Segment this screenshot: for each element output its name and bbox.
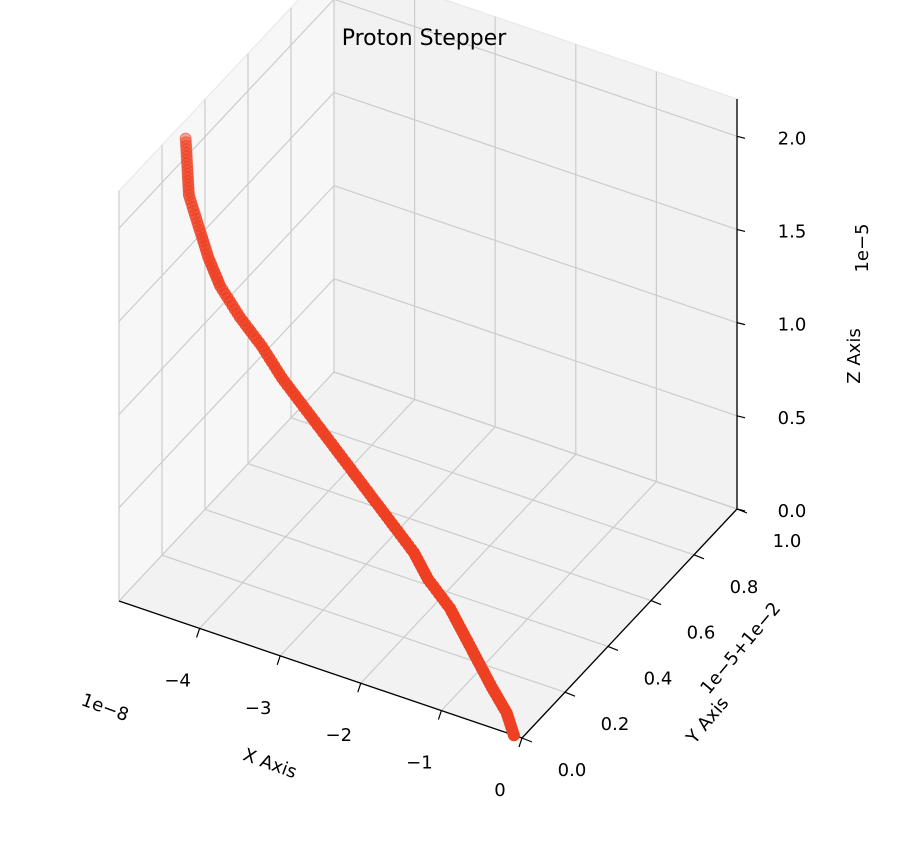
z-gridline — [118, 371, 738, 602]
x-axis-label: X Axis — [240, 744, 299, 783]
x-tick-label: −2 — [326, 725, 353, 746]
x-tick-label: 0 — [494, 780, 505, 801]
y-tick-mark — [607, 645, 619, 651]
x-tick-mark — [437, 710, 442, 720]
y-tick-mark — [521, 737, 533, 743]
z-tick-label: 1.5 — [778, 221, 807, 242]
z-tick-label: 2.0 — [778, 128, 807, 149]
y-tick-label: 0.6 — [687, 623, 716, 644]
x-tick-mark — [276, 655, 281, 665]
x-tick-label: −3 — [245, 698, 272, 719]
x-tick-mark — [357, 683, 362, 693]
y-tick-label: 0.8 — [730, 577, 759, 598]
y-axis-label: Y Axis — [682, 693, 733, 749]
z-axis-label: Z Axis — [844, 328, 865, 383]
y-tick-mark — [650, 600, 662, 606]
y-tick-label: 0.0 — [558, 760, 587, 781]
axis-lines — [118, 99, 748, 748]
z-tick-mark — [736, 322, 746, 326]
z-offset-label: 1e−5 — [852, 223, 873, 272]
z-tick-mark — [736, 228, 746, 233]
data-point — [179, 132, 192, 145]
z-tick-label: 1.0 — [778, 315, 807, 336]
y-axis-line — [521, 508, 738, 739]
axis-panes — [118, 0, 738, 739]
z-tick-label: 0.5 — [778, 408, 807, 429]
z-gridline — [118, 91, 738, 322]
z-tick-label: 0.0 — [778, 501, 807, 522]
x-tick-mark — [518, 737, 523, 748]
z-tick-mark — [736, 508, 746, 512]
y-offset-label: 1e−5+1e−2 — [696, 598, 785, 698]
chart-title: Proton Stepper — [342, 26, 508, 51]
x-tick-label: −1 — [406, 753, 433, 774]
z-gridline — [118, 278, 738, 509]
y-tick-label: 0.2 — [601, 714, 630, 735]
tick-labels: −4 −3 −2 −1 0 0.0 0.2 0.4 0.6 0.8 1.0 0.0 0.5 1.0 1.5 2… — [164, 128, 806, 801]
y-tick-label: 0.4 — [644, 668, 673, 689]
x-tick-label: −4 — [164, 670, 191, 691]
data-points — [179, 132, 520, 742]
data-point — [179, 136, 192, 149]
y-tick-mark — [564, 691, 576, 697]
z-gridline — [118, 184, 738, 416]
z-tick-mark — [736, 415, 746, 419]
z-tick-mark — [736, 135, 746, 139]
x-axis-line — [118, 600, 523, 739]
y-tick-mark — [693, 554, 705, 560]
y-tick-label: 1.0 — [773, 531, 802, 552]
x-tick-mark — [196, 628, 201, 638]
x-offset-label: 1e−8 — [78, 690, 131, 727]
